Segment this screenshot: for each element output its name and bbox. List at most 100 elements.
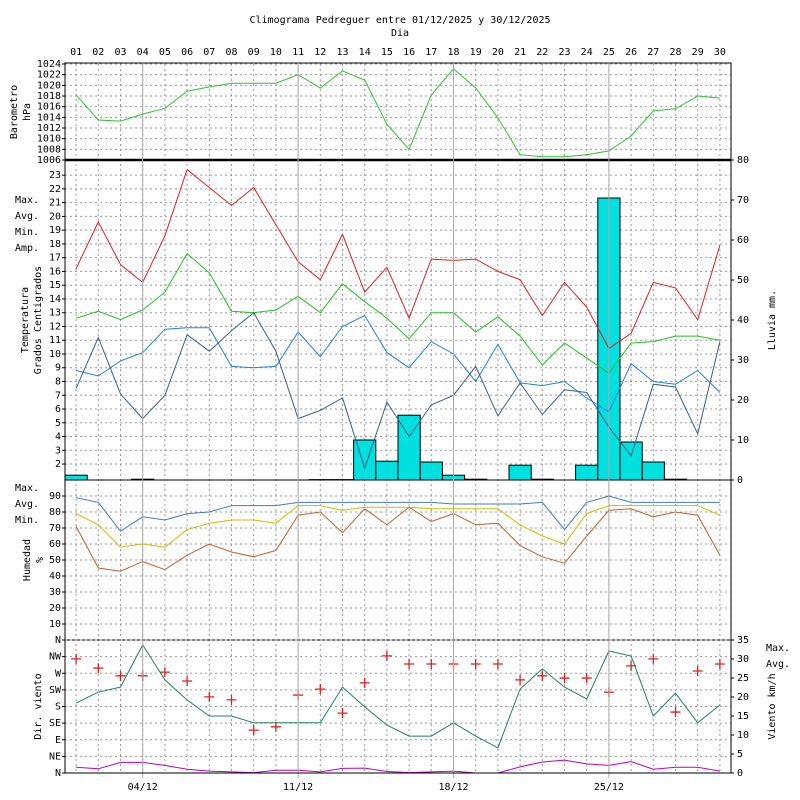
y-tick-label: 1018 (37, 91, 61, 102)
y-tick-label: S (55, 702, 61, 713)
y2-tick-label: 30 (737, 355, 749, 366)
y-tick-label: 10 (49, 619, 61, 630)
day-label: 20 (492, 47, 504, 58)
wind-direction (470, 659, 481, 670)
day-label: 29 (692, 47, 704, 58)
y-tick-label: 20 (49, 211, 61, 222)
y2-tick-label: 40 (737, 315, 749, 326)
wind-direction (670, 707, 681, 718)
y-tick-label: 1008 (37, 144, 61, 155)
day-label: 19 (470, 47, 482, 58)
day-label: 15 (381, 47, 393, 58)
y-tick-label: N (55, 768, 61, 779)
wind-direction (248, 725, 259, 736)
y-axis-label: Grados Centigrados (33, 266, 44, 374)
y-axis-label: Humedad (22, 539, 33, 581)
y-tick-label: 17 (49, 253, 61, 264)
y-tick-label: 3 (55, 445, 61, 456)
y2-tick-label: 60 (737, 235, 749, 246)
series-line (75, 168, 721, 350)
wind-direction (204, 691, 215, 702)
y-axis-label: hPa (22, 103, 33, 121)
y-tick-label: 16 (49, 266, 61, 277)
y-tick-label: 40 (49, 571, 61, 582)
series-line (76, 759, 720, 774)
wind-direction (581, 673, 592, 684)
y-tick-label: 1020 (37, 80, 61, 91)
y-tick-label: N (55, 635, 61, 646)
chart-title: Climograma Pedreguer entre 01/12/2025 y … (249, 15, 550, 26)
y-tick-label: 9 (55, 363, 61, 374)
wind-direction (270, 721, 281, 732)
y-tick-label: 10 (49, 349, 61, 360)
wind-direction (381, 650, 392, 661)
series-line (75, 506, 721, 572)
y-axis-label: Temperatura (20, 287, 31, 353)
day-label: 16 (403, 47, 415, 58)
y-tick-label: 2 (55, 459, 61, 470)
wind-direction (648, 653, 659, 664)
date-label: 04/12 (128, 782, 158, 793)
wind-direction (182, 676, 193, 687)
y2-tick-label: 20 (737, 692, 749, 703)
y-tick-label: 14 (49, 294, 61, 305)
legend-label: Amp. (15, 243, 39, 254)
day-label: 01 (70, 47, 82, 58)
date-label: 11/12 (283, 782, 313, 793)
series-line (75, 252, 720, 374)
y-tick-label: 21 (49, 198, 61, 209)
rain-bar (508, 464, 532, 481)
y-tick-label: E (55, 735, 61, 746)
series-line (75, 68, 720, 158)
wind-direction (404, 659, 415, 670)
y-tick-label: 4 (55, 432, 61, 443)
y-tick-label: 6 (55, 404, 61, 415)
date-label: 25/12 (594, 782, 624, 793)
day-label: 08 (225, 47, 237, 58)
y-tick-label: NW (49, 652, 62, 663)
rain-bar (619, 441, 643, 481)
y-axis-label: Dir. viento (33, 673, 44, 739)
day-label: 04 (137, 47, 149, 58)
y-tick-label: 19 (49, 225, 61, 236)
y-tick-label: 60 (49, 539, 61, 550)
rain-bar (641, 461, 665, 481)
y-tick-label: 11 (49, 335, 61, 346)
day-label: 09 (248, 47, 260, 58)
day-label: 21 (514, 47, 526, 58)
day-label: 22 (536, 47, 548, 58)
legend-label: Min. (15, 515, 39, 526)
day-label: 02 (92, 47, 104, 58)
wind-direction (492, 659, 503, 670)
y-tick-label: 1016 (37, 102, 61, 113)
y-tick-label: 30 (49, 587, 61, 598)
y-tick-label: SW (49, 685, 62, 696)
y-tick-label: SE (49, 718, 61, 729)
y2-axis-label: Lluvia mm. (767, 290, 778, 350)
day-label: 17 (425, 47, 437, 58)
y-tick-label: 50 (49, 555, 61, 566)
chart-subtitle: Dia (391, 28, 409, 39)
legend-label: Avg. (15, 211, 39, 222)
series-line (75, 495, 720, 532)
y-tick-label: 1006 (37, 155, 61, 166)
y2-tick-label: 30 (737, 654, 749, 665)
legend-label: Max. (15, 483, 39, 494)
wind-direction (226, 694, 237, 705)
y2-tick-label: 10 (737, 730, 749, 741)
legend-label: Max. (15, 195, 39, 206)
y2-tick-label: 15 (737, 711, 749, 722)
y-tick-label: 22 (49, 184, 61, 195)
y-tick-label: 80 (49, 507, 61, 518)
y2-tick-label: 10 (737, 435, 749, 446)
wind-direction (359, 677, 370, 688)
wind-direction (93, 663, 104, 674)
y-tick-label: 1012 (37, 123, 61, 134)
y-tick-label: 18 (49, 239, 61, 250)
y-tick-label: 5 (55, 418, 61, 429)
rain-bar (419, 461, 443, 481)
y2-tick-label: 80 (737, 155, 749, 166)
y-tick-label: NE (49, 751, 61, 762)
y2-tick-label: 25 (737, 673, 749, 684)
